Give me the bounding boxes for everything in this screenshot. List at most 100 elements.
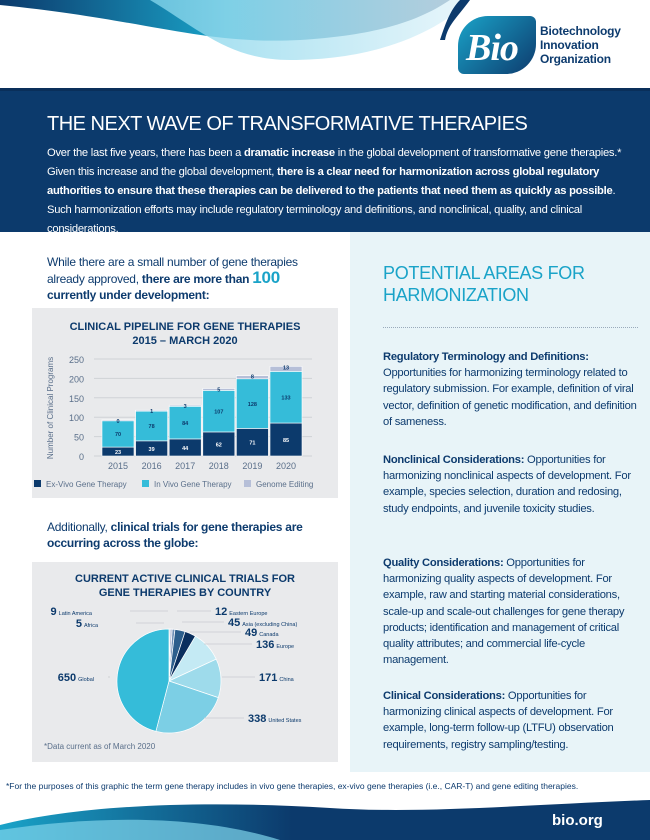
legend-label: In Vivo Gene Therapy bbox=[154, 480, 232, 489]
slice-label: United States bbox=[268, 718, 301, 724]
text-segment: there are more than bbox=[141, 272, 253, 286]
slice-value: 45 bbox=[228, 617, 240, 629]
pie-label: 136 Europe bbox=[256, 639, 294, 651]
text-segment: Over the last five years, there has been… bbox=[47, 147, 244, 159]
data-label: 0 bbox=[116, 419, 119, 425]
text-segment: currently under development: bbox=[47, 288, 210, 302]
data-label: 13 bbox=[283, 365, 289, 371]
pie-label: 12 Eastern Europe bbox=[215, 606, 267, 618]
slice-value: 9 bbox=[51, 606, 57, 618]
bar-ex-vivo-gene-therapy-2018 bbox=[202, 431, 236, 457]
slice-label: Eastern Europe bbox=[229, 611, 267, 617]
legend-label: Genome Editing bbox=[256, 480, 313, 489]
data-label: 71 bbox=[249, 441, 255, 447]
data-label: 23 bbox=[115, 450, 121, 456]
data-label: 39 bbox=[149, 447, 155, 453]
data-label: 78 bbox=[149, 424, 155, 430]
data-label: 3 bbox=[184, 404, 187, 410]
slice-value: 136 bbox=[256, 639, 274, 651]
text-segment: While there are a small number of gene t… bbox=[47, 255, 298, 286]
pipeline-intro: While there are a small number of gene t… bbox=[47, 254, 317, 303]
data-label: 84 bbox=[182, 421, 189, 427]
y-tick-label: 100 bbox=[69, 413, 84, 423]
bar-genome-editing-2018 bbox=[202, 388, 236, 391]
section-regulatory: Regulatory Terminology and Definitions: … bbox=[383, 351, 637, 428]
slice-value: 5 bbox=[76, 618, 82, 630]
slice-label: Global bbox=[78, 677, 94, 683]
chart-title: CURRENT ACTIVE CLINICAL TRIALS FOR bbox=[75, 573, 295, 585]
bar-in-vivo-gene-therapy-2015 bbox=[101, 419, 135, 448]
intro-paragraph: Over the last five years, there has been… bbox=[47, 144, 622, 239]
chart-title: CLINICAL PIPELINE FOR GENE THERAPIES bbox=[70, 321, 301, 333]
x-tick-label: 2019 bbox=[242, 461, 262, 471]
text-segment: clinical trials for gene therapies are o… bbox=[47, 520, 303, 550]
trials-pie-chart: CURRENT ACTIVE CLINICAL TRIALS FOR GENE T… bbox=[32, 562, 338, 762]
bar-in-vivo-gene-therapy-2019 bbox=[236, 378, 269, 429]
bar-genome-editing-2019 bbox=[236, 375, 269, 380]
x-tick-label: 2017 bbox=[175, 461, 195, 471]
harmonization-panel: POTENTIAL AREAS FOR HARMONIZATION Regula… bbox=[350, 232, 650, 772]
legend-swatch bbox=[34, 480, 41, 487]
slice-value: 338 bbox=[248, 713, 266, 725]
slice-value: 12 bbox=[215, 606, 227, 618]
legend-swatch bbox=[244, 480, 251, 487]
organization-name: Biotechnology Innovation Organization bbox=[540, 24, 621, 66]
chart-subtitle: GENE THERAPIES BY COUNTRY bbox=[99, 587, 272, 599]
section-clinical: Clinical Considerations: Opportunities f… bbox=[383, 690, 614, 751]
y-tick-label: 250 bbox=[69, 355, 84, 365]
pipeline-chart: CLINICAL PIPELINE FOR GENE THERAPIES 2015… bbox=[32, 308, 338, 498]
data-label: 70 bbox=[115, 432, 121, 438]
pie-slice-global bbox=[116, 628, 170, 732]
pie-slice-united-states bbox=[155, 680, 219, 734]
slice-label: China bbox=[279, 677, 294, 683]
y-tick-label: 200 bbox=[69, 374, 84, 384]
pie-label: 45 Asia (excluding China) bbox=[228, 617, 297, 629]
x-tick-label: 2016 bbox=[142, 461, 162, 471]
bar-ex-vivo-gene-therapy-2020 bbox=[269, 422, 303, 457]
bar-genome-editing-2015 bbox=[101, 419, 135, 422]
legend-label: Ex-Vivo Gene Therapy bbox=[46, 480, 127, 489]
bar-in-vivo-gene-therapy-2018 bbox=[202, 390, 236, 433]
bar-ex-vivo-gene-therapy-2019 bbox=[236, 428, 269, 457]
bio-logo-mark: Bio bbox=[458, 16, 536, 74]
y-tick-label: 150 bbox=[69, 394, 84, 404]
data-label: 44 bbox=[182, 446, 189, 452]
divider bbox=[383, 327, 638, 328]
x-tick-label: 2018 bbox=[209, 461, 229, 471]
data-label: 5 bbox=[217, 387, 220, 393]
pie-label: 9 Latin America bbox=[51, 606, 93, 618]
y-tick-label: 50 bbox=[74, 433, 84, 443]
bar-in-vivo-gene-therapy-2017 bbox=[168, 406, 202, 440]
text-segment: in the global development of transformat… bbox=[47, 147, 622, 178]
slice-label: Asia (excluding China) bbox=[242, 622, 297, 628]
pie-label: 338 United States bbox=[248, 713, 302, 725]
x-tick-label: 2015 bbox=[108, 461, 128, 471]
slice-label: Canada bbox=[259, 632, 279, 638]
pie-label: 49 Canada bbox=[245, 627, 279, 639]
intro-banner: THE NEXT WAVE OF TRANSFORMATIVE THERAPIE… bbox=[0, 88, 650, 235]
footer-wave-graphic bbox=[0, 800, 650, 840]
data-label: 107 bbox=[214, 410, 223, 416]
y-tick-label: 0 bbox=[79, 452, 84, 462]
legend-swatch bbox=[142, 480, 149, 487]
trials-intro: Additionally, clinical trials for gene t… bbox=[47, 519, 327, 551]
bar-genome-editing-2016 bbox=[135, 409, 168, 412]
pie-label: 650 Global bbox=[58, 672, 94, 684]
slice-value: 650 bbox=[58, 672, 76, 684]
chart-subtitle: 2015 – MARCH 2020 bbox=[132, 335, 237, 347]
data-label: 85 bbox=[283, 438, 289, 444]
data-note: *Data current as of March 2020 bbox=[44, 742, 156, 751]
text-segment: dramatic increase bbox=[243, 147, 335, 159]
page-title: THE NEXT WAVE OF TRANSFORMATIVE THERAPIE… bbox=[47, 113, 528, 135]
website-link[interactable]: bio.org bbox=[552, 812, 603, 829]
slice-value: 171 bbox=[259, 672, 277, 684]
highlight-number: 100 bbox=[252, 268, 280, 287]
slice-label: Latin America bbox=[59, 611, 93, 617]
pie-label: 171 China bbox=[259, 672, 295, 684]
slice-label: Europe bbox=[276, 644, 294, 650]
text-segment: Additionally, bbox=[47, 520, 111, 534]
bar-in-vivo-gene-therapy-2016 bbox=[135, 410, 168, 442]
data-label: 133 bbox=[281, 396, 290, 402]
footnote: *For the purposes of this graphic the te… bbox=[6, 781, 579, 791]
data-label: 128 bbox=[248, 402, 257, 408]
